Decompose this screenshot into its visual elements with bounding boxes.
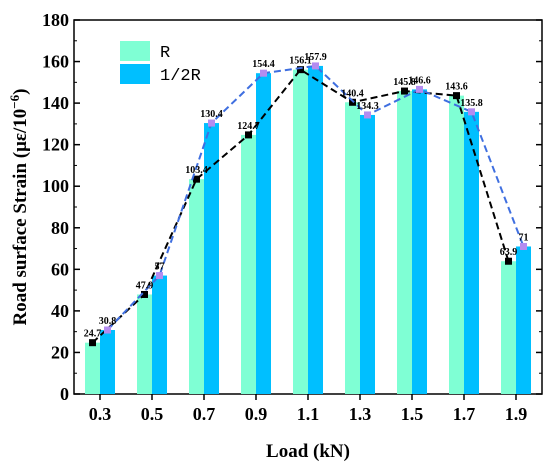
bar-r — [345, 102, 360, 394]
x-tick-label: 0.3 — [89, 404, 112, 424]
y-tick-label: 80 — [51, 218, 69, 238]
data-label-half-r: 130.4 — [200, 109, 223, 120]
point-marker-half-r — [208, 119, 215, 127]
point-marker-r — [141, 290, 148, 298]
point-marker-r — [89, 339, 96, 347]
point-marker-r — [245, 131, 252, 139]
data-label-r: 124.7 — [237, 121, 260, 132]
bar-half-r — [464, 111, 479, 395]
x-tick-label: 1.3 — [349, 404, 372, 424]
data-labels-layer: 24.7 47.9 103.4 124.7 156.1 140.4 145.8 143.6 63… — [84, 52, 529, 340]
point-marker-half-r — [104, 326, 111, 334]
x-tick-label: 0.7 — [193, 404, 216, 424]
bar-half-r — [152, 275, 167, 394]
y-axis-title-exponent: −6 — [7, 94, 22, 108]
bar-half-r — [100, 330, 115, 394]
trend-line-r — [91, 68, 510, 344]
data-label-half-r: 146.6 — [408, 75, 431, 86]
bar-r — [241, 134, 256, 394]
data-label-half-r: 134.3 — [356, 101, 379, 112]
y-tick-label: 0 — [60, 384, 69, 404]
y-tick-label: 140 — [42, 93, 69, 113]
point-marker-half-r — [416, 85, 423, 93]
y-tick-label: 20 — [51, 342, 69, 362]
data-label-half-r: 30.8 — [99, 316, 117, 327]
bar-half-r — [412, 89, 427, 395]
data-label-half-r: 71 — [519, 232, 529, 243]
x-tick-label: 1.5 — [401, 404, 424, 424]
data-label-half-r: 57 — [155, 262, 165, 273]
x-tick-label: 1.7 — [453, 404, 476, 424]
x-tick-label: 0.5 — [141, 404, 164, 424]
bar-half-r — [360, 114, 375, 395]
bar-r — [85, 342, 100, 394]
point-marker-r — [453, 92, 460, 100]
y-tick-label: 160 — [42, 52, 69, 72]
bar-r — [189, 179, 204, 394]
legend-swatch-half-r — [120, 64, 150, 84]
y-axis-title-main: Road surface Strain (με/10 — [10, 109, 31, 326]
x-tick-label: 1.1 — [297, 404, 320, 424]
data-label-r: 145.8 — [393, 77, 416, 88]
y-axis-title-close: ) — [10, 88, 31, 94]
data-label-r: 47.9 — [136, 280, 154, 291]
bar-half-r — [516, 246, 531, 394]
legend: R 1/2R — [120, 41, 201, 86]
point-marker-half-r — [520, 242, 527, 250]
y-axis: 0 20 40 60 80 100 120 140 160 180 — [42, 10, 542, 404]
data-label-r: 156.1 — [289, 56, 312, 67]
point-marker-half-r — [260, 69, 267, 77]
x-axis: 0.3 0.5 0.7 0.9 1.1 1.3 1.5 1.7 1.9 — [89, 394, 528, 424]
bar-r — [293, 69, 308, 395]
data-label-r: 143.6 — [445, 82, 468, 93]
data-label-half-r: 135.8 — [460, 98, 483, 109]
point-marker-half-r — [312, 62, 319, 70]
point-marker-r — [349, 98, 356, 106]
point-marker-r — [193, 175, 200, 183]
bar-r — [449, 95, 464, 395]
y-tick-label: 60 — [51, 259, 69, 279]
data-label-half-r: 154.4 — [252, 59, 275, 70]
y-tick-label: 40 — [51, 301, 69, 321]
y-tick-label: 180 — [42, 10, 69, 30]
point-marker-r — [401, 87, 408, 95]
x-axis-title: Load (kN) — [266, 441, 350, 462]
y-tick-label: 120 — [42, 135, 69, 155]
legend-swatch-r — [120, 41, 150, 61]
point-marker-r — [297, 66, 304, 74]
bars-layer — [85, 65, 531, 395]
point-marker-half-r — [156, 272, 163, 280]
y-axis-title: Road surface Strain (με/10−6) — [7, 88, 31, 325]
data-label-r: 24.7 — [84, 329, 102, 340]
point-marker-half-r — [364, 111, 371, 119]
bar-half-r — [308, 65, 323, 395]
bar-half-r — [204, 123, 219, 395]
data-label-r: 140.4 — [341, 88, 364, 99]
point-marker-r — [505, 257, 512, 265]
bar-half-r — [256, 73, 271, 395]
bar-r — [501, 261, 516, 394]
bar-r — [137, 294, 152, 394]
data-label-r: 103.4 — [185, 165, 208, 176]
trend-lines-layer — [89, 62, 527, 347]
data-label-half-r: 157.9 — [304, 52, 327, 63]
x-tick-label: 0.9 — [245, 404, 268, 424]
legend-label-r: R — [160, 44, 170, 63]
data-label-r: 63.9 — [500, 247, 518, 258]
legend-label-half-r: 1/2R — [160, 67, 201, 86]
point-marker-half-r — [468, 108, 475, 116]
trend-line-half-r — [106, 64, 525, 331]
bar-r — [397, 91, 412, 394]
y-tick-label: 100 — [42, 176, 69, 196]
x-tick-label: 1.9 — [505, 404, 528, 424]
